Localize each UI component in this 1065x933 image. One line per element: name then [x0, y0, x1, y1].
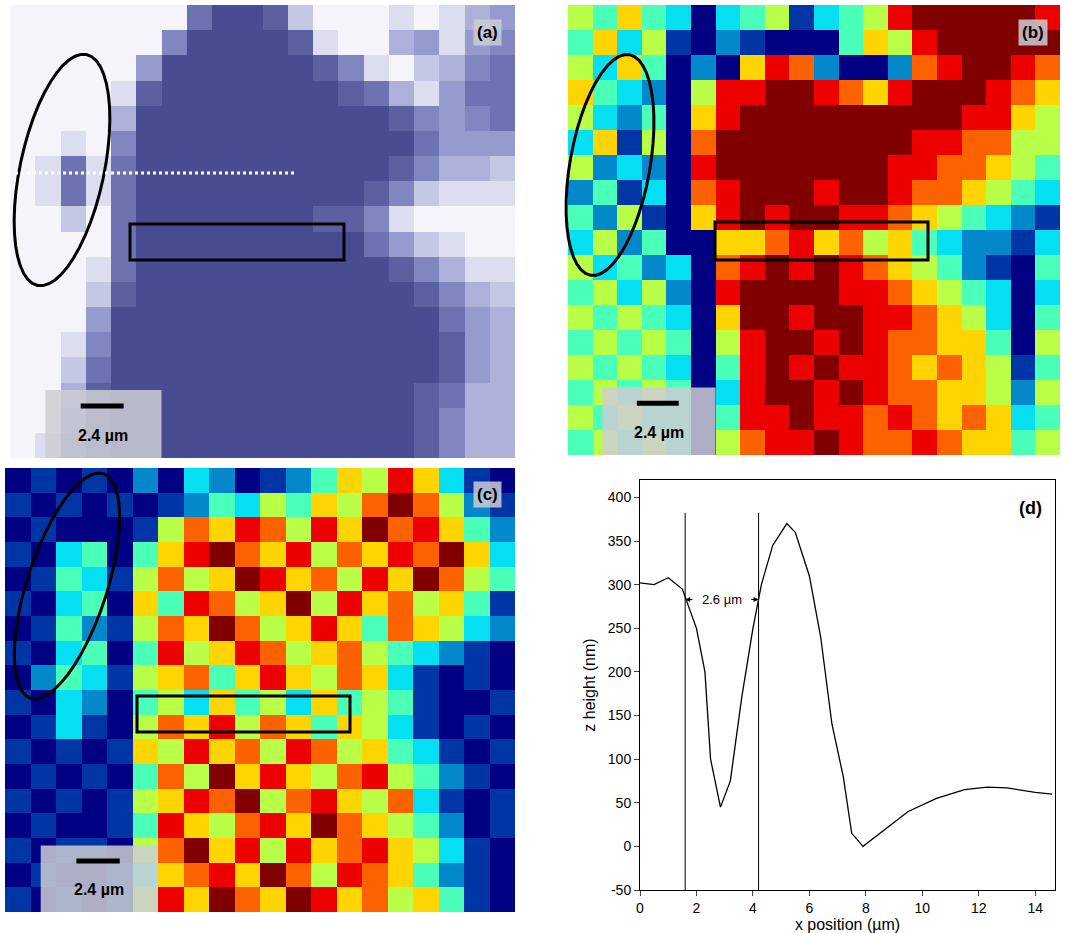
svg-text:2.6 µm: 2.6 µm [702, 592, 742, 607]
svg-text:10: 10 [915, 900, 931, 916]
svg-text:2.4 µm: 2.4 µm [634, 424, 684, 441]
svg-text:(d): (d) [1019, 498, 1042, 518]
svg-text:-50: -50 [611, 882, 631, 898]
svg-text:250: 250 [608, 620, 632, 636]
svg-text:6: 6 [805, 900, 813, 916]
svg-text:12: 12 [971, 900, 987, 916]
svg-text:(b): (b) [1022, 23, 1044, 42]
svg-text:400: 400 [608, 489, 632, 505]
svg-text:2.4 µm: 2.4 µm [78, 427, 128, 444]
svg-text:x position (µm): x position (µm) [795, 916, 900, 933]
svg-text:0: 0 [636, 900, 644, 916]
svg-text:2.4 µm: 2.4 µm [74, 881, 124, 898]
svg-text:100: 100 [608, 751, 632, 767]
svg-text:4: 4 [749, 900, 757, 916]
svg-text:50: 50 [616, 795, 632, 811]
svg-text:300: 300 [608, 577, 632, 593]
svg-text:0: 0 [623, 838, 631, 854]
svg-text:8: 8 [862, 900, 870, 916]
svg-text:2: 2 [693, 900, 701, 916]
svg-text:200: 200 [608, 664, 632, 680]
svg-text:14: 14 [1027, 900, 1043, 916]
svg-text:z height (nm): z height (nm) [581, 638, 598, 731]
svg-text:350: 350 [608, 533, 632, 549]
svg-text:(c): (c) [477, 485, 498, 504]
svg-text:150: 150 [608, 707, 632, 723]
svg-text:(a): (a) [477, 23, 498, 42]
